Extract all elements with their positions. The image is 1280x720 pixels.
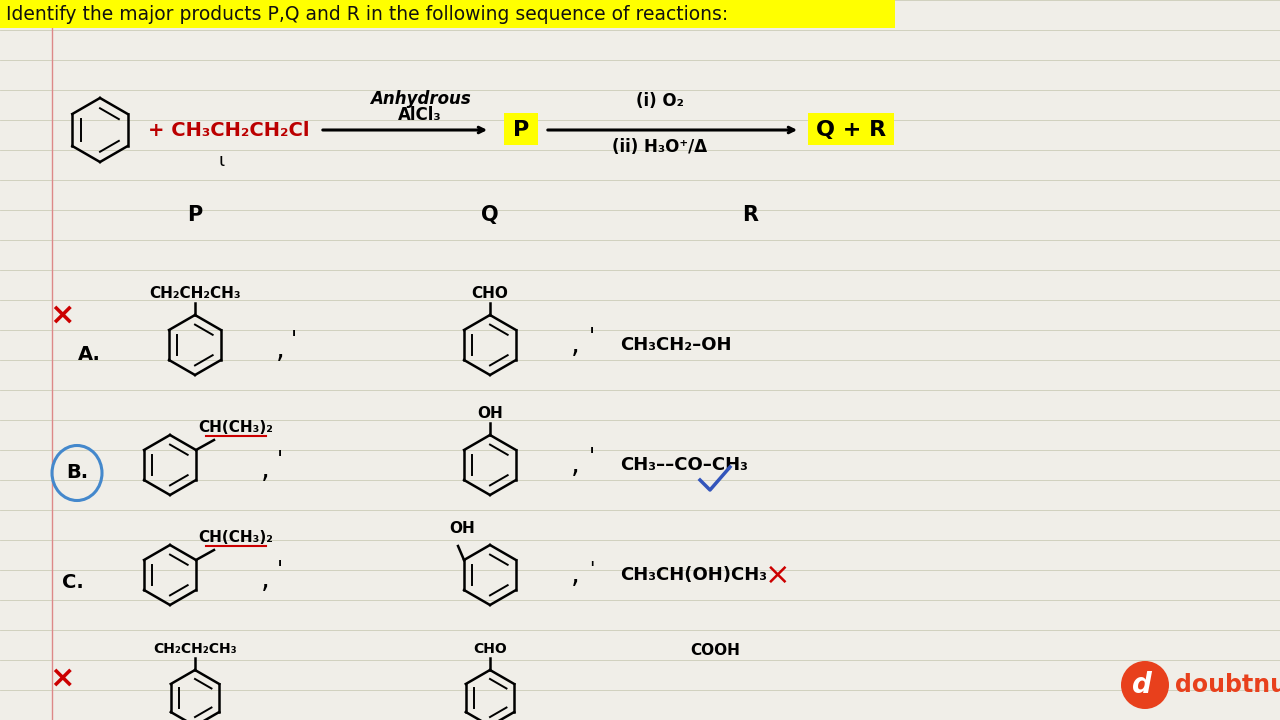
- Text: CH₃––CO–CH₃: CH₃––CO–CH₃: [620, 456, 748, 474]
- Text: P: P: [187, 205, 202, 225]
- Text: OH: OH: [477, 406, 503, 421]
- Text: ,: ,: [275, 336, 284, 364]
- Text: ,: ,: [571, 561, 580, 589]
- FancyBboxPatch shape: [808, 113, 893, 145]
- Text: CH₂CH₂CH₃: CH₂CH₂CH₃: [150, 286, 241, 301]
- Text: + CH₃CH₂CH₂Cl: + CH₃CH₂CH₂Cl: [148, 120, 310, 140]
- Text: ': ': [276, 560, 283, 580]
- FancyBboxPatch shape: [0, 0, 895, 28]
- Text: CH(CH₃)₂: CH(CH₃)₂: [198, 531, 274, 546]
- Text: Q + R: Q + R: [815, 120, 886, 140]
- Text: Q: Q: [481, 205, 499, 225]
- Circle shape: [1121, 661, 1169, 709]
- FancyBboxPatch shape: [504, 113, 538, 145]
- Text: CH₃CH₂–OH: CH₃CH₂–OH: [620, 336, 731, 354]
- Text: C.: C.: [61, 574, 83, 593]
- Text: CH₂CH₂CH₃: CH₂CH₂CH₃: [154, 642, 237, 656]
- Text: P: P: [513, 120, 529, 140]
- Text: ×: ×: [765, 560, 791, 590]
- Text: (ii) H₃O⁺/Δ: (ii) H₃O⁺/Δ: [612, 138, 708, 156]
- Text: ,: ,: [261, 456, 269, 484]
- Text: Anhydrous: Anhydrous: [370, 90, 470, 108]
- Text: ': ': [291, 330, 297, 350]
- Text: CH₃CH(OH)CH₃: CH₃CH(OH)CH₃: [620, 566, 767, 584]
- Text: OH: OH: [449, 521, 475, 536]
- Text: AlCl₃: AlCl₃: [398, 106, 442, 124]
- Text: COOH: COOH: [690, 643, 740, 658]
- Text: ,: ,: [261, 566, 269, 594]
- Text: A.: A.: [78, 346, 101, 364]
- Text: CHO: CHO: [474, 642, 507, 656]
- Text: ,: ,: [571, 331, 580, 359]
- Text: (i) O₂: (i) O₂: [636, 92, 684, 110]
- Text: ': ': [589, 327, 595, 347]
- Text: d: d: [1132, 671, 1152, 699]
- Text: ': ': [589, 447, 595, 467]
- Text: ι: ι: [219, 152, 225, 170]
- Text: ': ': [589, 560, 595, 580]
- Text: ': ': [276, 450, 283, 470]
- Text: CHO: CHO: [471, 286, 508, 301]
- Text: ,: ,: [571, 451, 580, 479]
- Text: CH(CH₃)₂: CH(CH₃)₂: [198, 420, 274, 436]
- Text: doubtnut: doubtnut: [1175, 673, 1280, 697]
- Text: R: R: [742, 205, 758, 225]
- Text: ×: ×: [49, 664, 74, 693]
- Text: Identify the major products P,Q and R in the following sequence of reactions:: Identify the major products P,Q and R in…: [6, 4, 728, 24]
- Text: B.: B.: [67, 464, 88, 482]
- Text: ×: ×: [49, 300, 74, 330]
